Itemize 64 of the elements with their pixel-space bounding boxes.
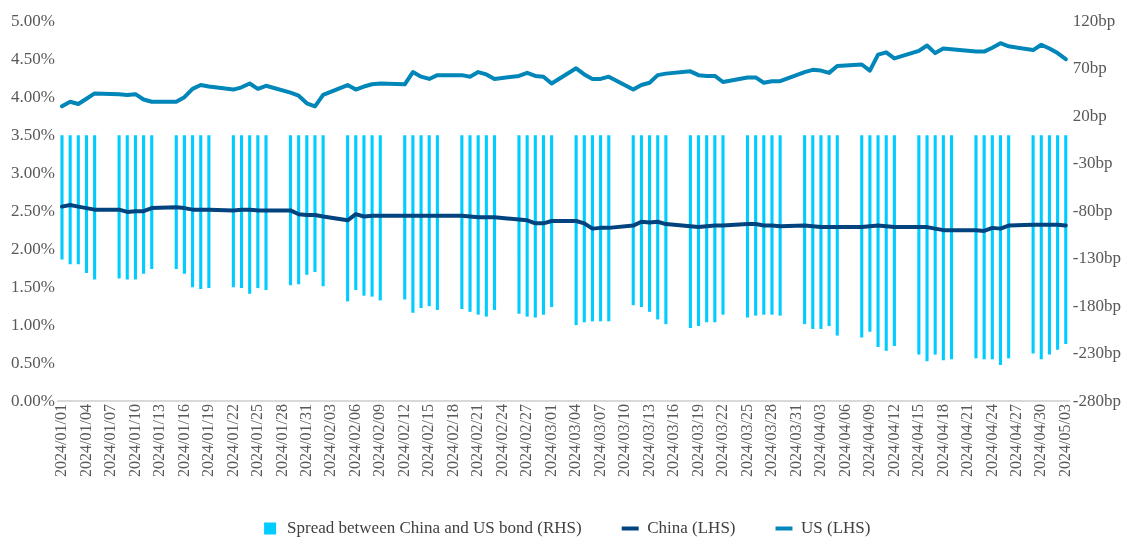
x-tick-label: 2024/04/30 <box>1031 404 1049 477</box>
x-tick-label: 2024/01/22 <box>223 404 241 477</box>
y-tick-label: 4.50% <box>10 48 55 68</box>
x-tick-label: 2024/02/03 <box>321 404 339 477</box>
y2-tick-label: 120bp <box>1072 10 1116 30</box>
x-tick-label: 2024/05/03 <box>1055 404 1073 477</box>
x-tick-label: 2024/03/22 <box>713 404 731 477</box>
y-tick-label: 3.50% <box>10 124 55 144</box>
x-tick-label: 2024/02/15 <box>419 404 437 477</box>
x-tick-label: 2024/01/16 <box>174 404 192 477</box>
x-tick-label: 2024/01/31 <box>297 404 315 477</box>
x-tick-label: 2024/02/06 <box>345 404 363 477</box>
x-tick-label: 2024/04/09 <box>860 404 878 477</box>
x-tick-label: 2024/02/21 <box>468 404 486 477</box>
y2-tick-label: 70bp <box>1072 58 1107 78</box>
x-tick-label: 2024/01/13 <box>150 404 168 477</box>
x-tick-label: 2024/01/04 <box>76 404 94 477</box>
x-tick-label: 2024/02/18 <box>443 404 461 477</box>
y-tick-label: 0.50% <box>10 352 55 372</box>
y-tick-label: 1.50% <box>10 276 55 296</box>
x-tick-label: 2024/03/31 <box>786 404 804 477</box>
x-tick-label: 2024/02/09 <box>370 404 388 477</box>
y-tick-label: 3.00% <box>10 162 55 182</box>
x-tick-label: 2024/03/01 <box>541 404 559 477</box>
x-tick-label: 2024/03/25 <box>737 404 755 477</box>
x-tick-label: 2024/01/25 <box>248 404 266 477</box>
x-tick-label: 2024/04/15 <box>909 404 927 477</box>
y2-tick-label: -30bp <box>1072 153 1113 173</box>
y-tick-label: 4.00% <box>10 86 55 106</box>
y2-tick-label: -180bp <box>1072 295 1122 315</box>
x-tick-label: 2024/01/19 <box>199 404 217 477</box>
x-tick-label: 2024/04/12 <box>884 404 902 477</box>
y-tick-label: 0.00% <box>10 390 55 410</box>
y2-tick-label: -130bp <box>1072 248 1122 268</box>
x-tick-label: 2024/04/18 <box>933 404 951 477</box>
legend-label: China (LHS) <box>647 517 736 537</box>
x-tick-label: 2024/04/21 <box>958 404 976 477</box>
y2-tick-label: -280bp <box>1072 390 1122 410</box>
x-tick-label: 2024/03/19 <box>688 404 706 477</box>
x-tick-label: 2024/03/10 <box>615 404 633 477</box>
y-tick-label: 1.00% <box>10 314 55 334</box>
x-tick-label: 2024/01/10 <box>125 404 143 477</box>
x-tick-label: 2024/02/12 <box>394 404 412 477</box>
y-tick-label: 2.50% <box>10 200 55 220</box>
x-tick-label: 2024/02/27 <box>517 404 535 477</box>
x-tick-label: 2024/01/07 <box>101 404 119 477</box>
y-tick-label: 2.00% <box>10 238 55 258</box>
x-tick-label: 2024/03/04 <box>566 404 584 477</box>
y2-tick-label: -230bp <box>1072 343 1122 363</box>
x-tick-label: 2024/04/27 <box>1007 404 1024 477</box>
x-tick-label: 2024/04/03 <box>811 404 829 477</box>
y2-tick-label: 20bp <box>1072 105 1107 125</box>
legend-label: Spread between China and US bond (RHS) <box>287 517 582 537</box>
y-tick-label: 5.00% <box>10 10 55 30</box>
x-tick-label: 2024/02/24 <box>492 404 510 477</box>
legend-label: US (LHS) <box>801 517 871 537</box>
x-tick-label: 2024/03/13 <box>639 404 657 477</box>
x-tick-label: 2024/03/28 <box>762 404 780 477</box>
x-tick-label: 2024/03/07 <box>590 404 608 477</box>
x-tick-label: 2024/04/06 <box>835 404 853 477</box>
x-tick-label: 2024/04/24 <box>982 404 1000 477</box>
x-tick-label: 2024/01/28 <box>272 404 290 477</box>
y2-tick-label: -80bp <box>1072 200 1113 220</box>
x-tick-label: 2024/03/16 <box>664 404 682 477</box>
